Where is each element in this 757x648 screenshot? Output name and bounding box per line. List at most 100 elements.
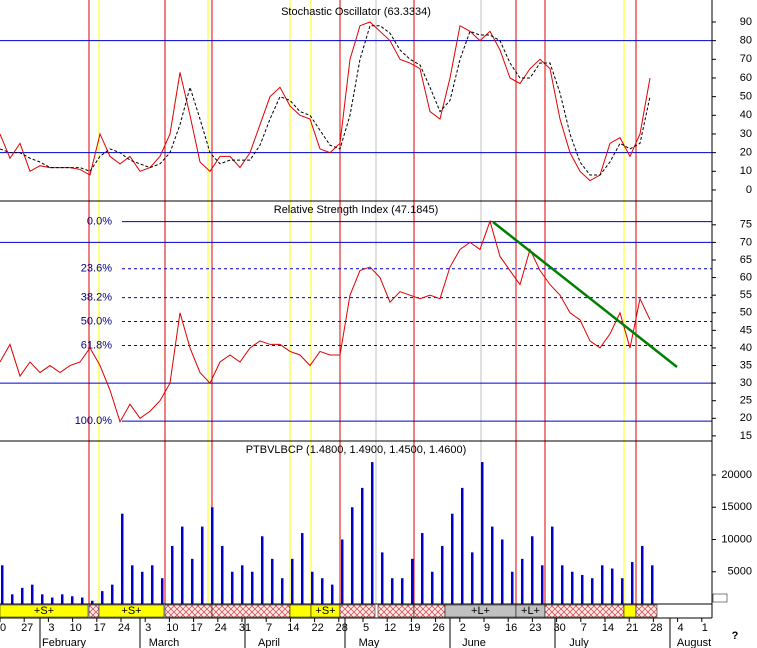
y-tick-label: 90 xyxy=(740,16,752,28)
y-tick-label: 35 xyxy=(740,359,752,371)
volume-bar xyxy=(521,558,524,604)
volume-bar xyxy=(451,513,454,604)
panel-title: Stochastic Oscillator (63.3334) xyxy=(281,6,431,18)
volume-bar xyxy=(211,507,214,604)
volume-bar xyxy=(101,591,104,604)
volume-bar xyxy=(421,533,424,604)
y-tick-label: 60 xyxy=(740,271,752,283)
volume-bar xyxy=(301,533,304,604)
volume-bar xyxy=(141,571,144,604)
signal-segment xyxy=(0,604,89,618)
signal-label: +L+ xyxy=(471,605,490,617)
x-tick-label: 22 xyxy=(311,622,323,634)
volume-bar xyxy=(541,565,544,604)
x-tick-label: 24 xyxy=(118,622,130,634)
volume-bar xyxy=(61,594,64,604)
x-tick-label: 28 xyxy=(336,622,348,634)
x-tick-label: 24 xyxy=(215,622,227,634)
x-tick-label: 16 xyxy=(505,622,517,634)
volume-bar xyxy=(591,578,594,604)
volume-bar xyxy=(111,584,114,604)
month-label: February xyxy=(42,637,87,648)
x-tick-label: 27 xyxy=(21,622,33,634)
month-label: August xyxy=(677,637,711,648)
y-tick-label: 10 xyxy=(740,165,752,177)
volume-bar xyxy=(81,597,84,604)
x-tick-label: 9 xyxy=(484,622,490,634)
scroll-box[interactable] xyxy=(712,593,728,603)
y-tick-label: 30 xyxy=(740,128,752,140)
signal-segment xyxy=(635,604,658,618)
x-tick-label: 3 xyxy=(145,622,151,634)
volume-bar xyxy=(551,526,554,604)
volume-bar xyxy=(501,539,504,604)
volume-bar xyxy=(651,565,654,604)
signal-segment xyxy=(544,604,625,618)
y-tick-label: 5000 xyxy=(728,566,752,578)
y-tick-label: 10000 xyxy=(721,533,752,545)
volume-bar xyxy=(481,462,484,604)
volume-bar xyxy=(231,571,234,604)
volume-bar xyxy=(241,565,244,604)
month-label: April xyxy=(258,637,280,648)
volume-bar xyxy=(201,526,204,604)
volume-bar xyxy=(21,587,24,604)
volume-bar xyxy=(221,545,224,604)
volume-bar xyxy=(291,558,294,604)
volume-bar xyxy=(611,568,614,604)
y-tick-label: 20 xyxy=(740,147,752,159)
y-tick-label: 60 xyxy=(740,72,752,84)
x-tick-label: 2 xyxy=(460,622,466,634)
month-label: May xyxy=(359,637,380,648)
y-tick-label: 15000 xyxy=(721,501,752,513)
x-tick-label: 30 xyxy=(553,622,565,634)
y-tick-label: 75 xyxy=(740,219,752,231)
volume-bar xyxy=(581,574,584,604)
volume-bar xyxy=(331,584,334,604)
volume-bar xyxy=(401,578,404,604)
volume-bar xyxy=(161,578,164,604)
volume-bar xyxy=(311,571,314,604)
y-tick-label: 15 xyxy=(740,430,752,442)
volume-bar xyxy=(461,487,464,604)
volume-bar xyxy=(621,578,624,604)
y-tick-label: 20000 xyxy=(721,469,752,481)
fib-label: 50.0% xyxy=(81,315,112,327)
y-tick-label: 0 xyxy=(746,184,752,196)
x-tick-label: 5 xyxy=(363,622,369,634)
signal-segment xyxy=(623,604,637,618)
y-tick-label: 40 xyxy=(740,342,752,354)
volume-bar xyxy=(361,487,364,604)
y-tick-label: 50 xyxy=(740,91,752,103)
volume-bar xyxy=(531,536,534,604)
series-line xyxy=(0,25,651,176)
signal-label: +S+ xyxy=(34,605,54,617)
fib-label: 23.6% xyxy=(81,263,112,275)
event-lines xyxy=(88,0,637,604)
volume-bar xyxy=(251,571,254,604)
x-tick-label: 0 xyxy=(0,622,6,634)
x-tick-label: 1 xyxy=(702,622,708,634)
x-tick-label: 28 xyxy=(650,622,662,634)
x-tick-label: 14 xyxy=(602,622,614,634)
trend-line xyxy=(492,221,678,368)
volume-bar xyxy=(571,571,574,604)
month-label: March xyxy=(149,637,180,648)
x-tick-label: 10 xyxy=(166,622,178,634)
signal-label: +S+ xyxy=(121,605,141,617)
help-mark[interactable]: ? xyxy=(732,630,739,642)
y-tick-label: 55 xyxy=(740,289,752,301)
volume-bar xyxy=(121,513,124,604)
fib-label: 38.2% xyxy=(81,292,112,304)
month-label: July xyxy=(569,637,589,648)
volume-bar xyxy=(281,578,284,604)
volume-bar xyxy=(471,552,474,604)
volume-bar xyxy=(431,571,434,604)
signal-segment xyxy=(289,604,312,618)
volume-bar xyxy=(561,565,564,604)
signal-segment xyxy=(339,604,376,618)
volume-bar xyxy=(261,536,264,604)
volume-bar xyxy=(171,545,174,604)
volume-bar xyxy=(31,584,34,604)
